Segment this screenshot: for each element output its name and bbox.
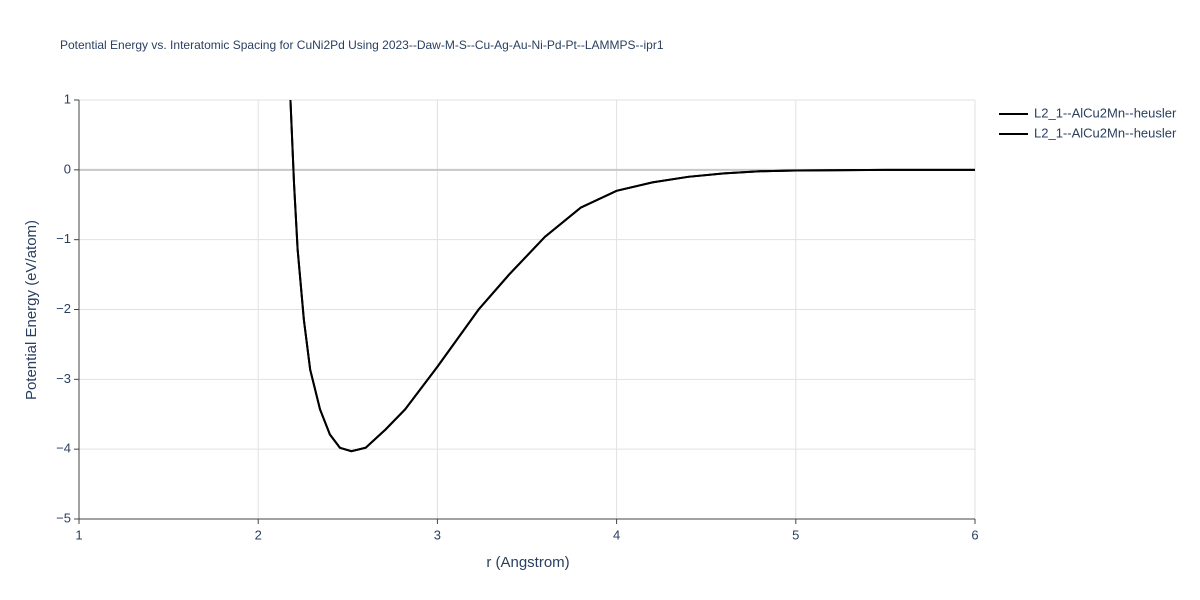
series-line xyxy=(289,100,975,453)
plot-area xyxy=(289,100,975,453)
y-tick-label: −5 xyxy=(56,510,71,525)
y-tick-label: −2 xyxy=(56,301,71,316)
x-tick-label: 3 xyxy=(434,527,441,542)
x-tick-label: 4 xyxy=(613,527,620,542)
y-axis-label: Potential Energy (eV/atom) xyxy=(23,220,40,400)
x-tick-label: 6 xyxy=(971,527,978,542)
x-axis-label: r (Angstrom) xyxy=(486,554,569,571)
x-tick-label: 2 xyxy=(255,527,262,542)
x-tick-label: 1 xyxy=(75,527,82,542)
y-tick-label: −3 xyxy=(56,371,71,386)
x-tick-label: 5 xyxy=(792,527,799,542)
y-tick-label: −1 xyxy=(56,231,71,246)
legend-label: L2_1--AlCu2Mn--heusler xyxy=(1034,125,1177,140)
y-tick-label: 0 xyxy=(64,161,71,176)
series-line xyxy=(289,100,975,453)
legend-label: L2_1--AlCu2Mn--heusler xyxy=(1034,105,1177,120)
chart-title: Potential Energy vs. Interatomic Spacing… xyxy=(60,38,664,52)
y-tick-label: −4 xyxy=(56,441,71,456)
y-tick-label: 1 xyxy=(64,91,71,106)
